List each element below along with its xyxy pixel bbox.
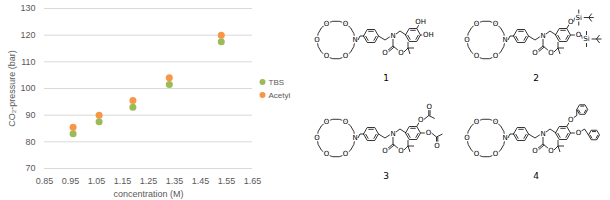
svg-text:1.65: 1.65 <box>244 176 262 186</box>
svg-text:1.55: 1.55 <box>218 176 236 186</box>
svg-text:OH: OH <box>423 31 434 39</box>
svg-text:O: O <box>418 116 424 124</box>
svg-text:OH: OH <box>415 18 426 26</box>
svg-text:90: 90 <box>25 110 35 120</box>
svg-text:O: O <box>493 20 499 28</box>
svg-text:1.15: 1.15 <box>114 176 132 186</box>
svg-text:O: O <box>474 52 480 60</box>
svg-text:O: O <box>532 49 538 57</box>
svg-text:1: 1 <box>383 73 389 83</box>
svg-text:130: 130 <box>20 3 35 13</box>
svg-text:N: N <box>540 130 545 138</box>
svg-text:O: O <box>324 150 330 158</box>
svg-text:3: 3 <box>383 171 389 181</box>
svg-text:O: O <box>493 52 499 60</box>
svg-text:O: O <box>324 20 330 28</box>
svg-text:O: O <box>398 49 404 57</box>
svg-text:O: O <box>532 147 538 155</box>
svg-text:O: O <box>343 118 349 126</box>
svg-text:O: O <box>398 147 404 155</box>
svg-text:O: O <box>427 103 433 111</box>
svg-text:Si: Si <box>576 14 582 22</box>
svg-text:O: O <box>576 129 582 137</box>
svg-text:Si: Si <box>583 35 589 43</box>
svg-text:N: N <box>352 36 357 44</box>
svg-text:TBS: TBS <box>269 78 285 87</box>
svg-text:2: 2 <box>533 73 539 83</box>
svg-text:O: O <box>464 36 470 44</box>
svg-text:O: O <box>324 118 330 126</box>
svg-text:Acetyl: Acetyl <box>269 91 291 100</box>
svg-text:O: O <box>548 147 554 155</box>
svg-text:O: O <box>343 150 349 158</box>
svg-text:0.95: 0.95 <box>62 176 80 186</box>
svg-text:O: O <box>474 118 480 126</box>
svg-text:1.35: 1.35 <box>166 176 184 186</box>
svg-text:O: O <box>314 134 320 142</box>
svg-text:0.85: 0.85 <box>36 176 54 186</box>
svg-text:O: O <box>343 52 349 60</box>
svg-text:1.25: 1.25 <box>140 176 158 186</box>
svg-text:O: O <box>474 150 480 158</box>
svg-text:O: O <box>568 18 574 26</box>
svg-text:concentration (M): concentration (M) <box>113 189 183 199</box>
svg-text:4: 4 <box>533 171 539 181</box>
svg-text:N: N <box>390 130 395 138</box>
svg-text:100: 100 <box>20 83 35 93</box>
svg-text:O: O <box>324 52 330 60</box>
svg-text:80: 80 <box>25 137 35 147</box>
svg-text:CO₂-pressure (bar): CO₂-pressure (bar) <box>7 50 17 127</box>
svg-text:O: O <box>343 20 349 28</box>
svg-text:O: O <box>493 118 499 126</box>
svg-text:110: 110 <box>21 57 35 67</box>
svg-text:120: 120 <box>20 30 35 40</box>
svg-text:1.05: 1.05 <box>88 176 106 186</box>
svg-text:O: O <box>576 31 582 39</box>
svg-text:70: 70 <box>25 163 35 173</box>
svg-text:O: O <box>464 134 470 142</box>
svg-text:1.45: 1.45 <box>192 176 210 186</box>
svg-text:O: O <box>314 36 320 44</box>
svg-text:O: O <box>382 49 388 57</box>
svg-text:N: N <box>502 134 507 142</box>
svg-text:N: N <box>352 134 357 142</box>
svg-text:N: N <box>502 36 507 44</box>
svg-text:O: O <box>548 49 554 57</box>
svg-text:O: O <box>568 116 574 124</box>
svg-text:N: N <box>390 32 395 40</box>
svg-text:O: O <box>474 20 480 28</box>
svg-text:N: N <box>540 32 545 40</box>
svg-text:O: O <box>493 150 499 158</box>
svg-text:O: O <box>426 129 432 137</box>
svg-text:O: O <box>382 147 388 155</box>
svg-text:O: O <box>434 142 440 150</box>
